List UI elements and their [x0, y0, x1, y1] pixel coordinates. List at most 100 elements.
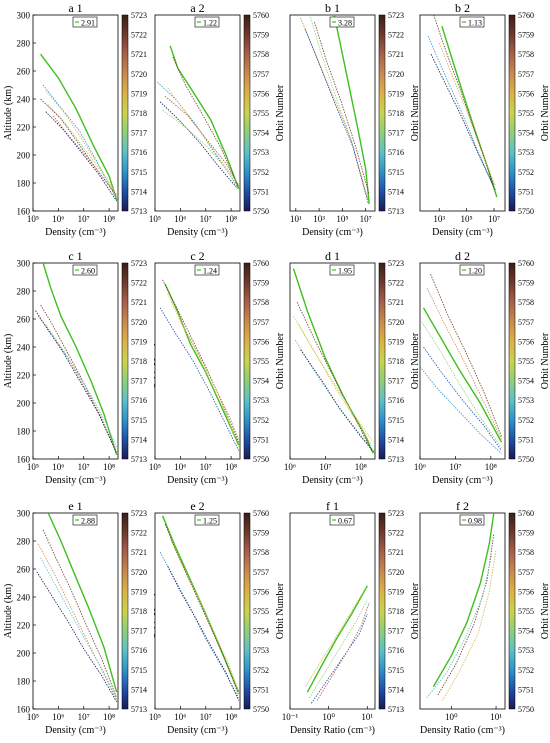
colorbar-tick-label: 5717 — [131, 627, 147, 636]
colorbar-tick-label: 5719 — [388, 337, 404, 346]
colorbar-tick-label: 5758 — [253, 50, 269, 59]
colorbar-tick-label: 5755 — [518, 357, 534, 366]
series-line-orbit — [442, 549, 497, 701]
colorbar-tick-label: 5719 — [131, 89, 147, 98]
colorbar-tick-label: 5721 — [388, 548, 404, 557]
series-line-orbit — [427, 35, 495, 189]
colorbar-tick-label: 5755 — [253, 109, 269, 118]
panel-title: a 2 — [190, 1, 204, 15]
x-axis-label: Density (cm⁻³) — [167, 725, 228, 736]
series-group — [159, 279, 240, 451]
plot-area — [289, 512, 376, 710]
colorbar-tick-label: 5715 — [131, 666, 147, 675]
colorbar-tick-label: 5756 — [253, 337, 269, 346]
badge-value: 0.98 — [468, 517, 482, 526]
series-group — [300, 15, 370, 205]
colorbar-tick-label: 5751 — [253, 435, 269, 444]
colorbar-tick-label: 5716 — [388, 646, 404, 655]
x-tick-label: 10⁶ — [52, 214, 64, 224]
colorbar-tick-label: 5758 — [253, 548, 269, 557]
colorbar — [121, 262, 129, 460]
series-line-orbit — [430, 54, 496, 191]
colorbar-tick-label: 5757 — [518, 568, 534, 577]
y-tick-label: 200 — [17, 399, 31, 409]
colorbar-tick-label: 5720 — [131, 70, 147, 79]
colorbar-tick-label: 5720 — [131, 318, 147, 327]
series-group — [36, 513, 118, 703]
panel-d1: d 1 10⁶ 10⁷ 10⁸ Density (cm⁻³) 1.95 5713 5714 57… — [284, 249, 421, 486]
colorbar-tick-label: 5719 — [388, 89, 404, 98]
panel-e1: e 1 160 180 200 220 240 260 280 300 10⁵ 10⁶ 10⁷ 10⁸ D… — [3, 499, 164, 736]
series-line-orbit — [164, 524, 240, 696]
panel-c1: c 1 160 180 200 220 240 260 280 300 10⁵ 10⁶ 10⁷ 10⁸ D… — [3, 249, 164, 486]
series-line-orbit — [314, 21, 370, 195]
x-tick-label: 10¹ — [290, 214, 302, 224]
plot-area — [154, 14, 241, 212]
colorbar-tick-label: 5722 — [388, 529, 404, 538]
badge-value: 3.28 — [338, 19, 352, 28]
series-line-orbit — [159, 552, 240, 698]
series-line-orbit — [45, 324, 118, 448]
series-line-green — [164, 283, 240, 446]
colorbar — [508, 14, 516, 212]
series-group — [159, 515, 240, 701]
x-tick-label: 10⁸ — [103, 712, 115, 722]
series-line-orbit — [40, 557, 118, 700]
series-line-orbit — [308, 599, 368, 699]
badge-box — [329, 16, 355, 28]
colorbar-tick-label: 5723 — [131, 509, 147, 518]
colorbar-label: Orbit Number — [275, 84, 286, 141]
colorbar-tick-label: 5717 — [131, 377, 147, 386]
colorbar-tick-label: 5753 — [518, 396, 534, 405]
colorbar-tick-label: 5754 — [253, 627, 269, 636]
y-tick-label: 280 — [17, 39, 31, 49]
panel-title: f 2 — [456, 499, 469, 513]
colorbar-label: Orbit Number — [540, 332, 550, 389]
x-tick-label: 10⁷ — [200, 462, 212, 472]
x-tick-label: 10⁶ — [284, 462, 296, 472]
panel-e2: e 2 10⁵ 10⁶ 10⁷ 10⁸ Density (cm⁻³) 1.25 5750 575… — [149, 499, 286, 736]
series-line-orbit — [167, 87, 240, 185]
panel-title: e 2 — [190, 499, 204, 513]
series-line-orbit — [300, 17, 369, 200]
colorbar-tick-label: 5713 — [131, 455, 147, 464]
colorbar-tick-label: 5723 — [388, 509, 404, 518]
series-line-orbit — [37, 543, 118, 701]
series-line-green — [306, 585, 368, 693]
series-line-orbit — [37, 315, 118, 453]
series-line-green — [292, 268, 374, 454]
y-tick-label: 160 — [17, 705, 31, 715]
colorbar-tick-label: 5716 — [388, 148, 404, 157]
colorbar-tick-label: 5753 — [518, 646, 534, 655]
y-tick-label: 200 — [17, 649, 31, 659]
x-tick-label: 10⁸ — [103, 214, 115, 224]
colorbar-tick-label: 5722 — [388, 31, 404, 40]
colorbar-tick-label: 5715 — [131, 168, 147, 177]
x-tick-label: 10⁷ — [200, 712, 212, 722]
colorbar-tick-label: 5757 — [518, 70, 534, 79]
panel-title: b 1 — [325, 1, 340, 15]
x-tick-label: 10⁵ — [27, 462, 39, 472]
y-tick-label: 180 — [17, 677, 31, 687]
colorbar-label: Orbit Number — [275, 332, 286, 389]
x-tick-label: 10¹ — [490, 712, 502, 722]
colorbar-tick-label: 5751 — [518, 187, 534, 196]
x-axis-label: Density Ratio (cm⁻³) — [290, 725, 375, 736]
colorbar-tick-label: 5751 — [518, 435, 534, 444]
colorbar — [378, 262, 386, 460]
colorbar-tick-label: 5714 — [131, 685, 147, 694]
x-tick-label: 10³ — [433, 214, 445, 224]
colorbar-tick-label: 5756 — [253, 587, 269, 596]
badge-value: 1.24 — [203, 267, 217, 276]
colorbar-tick-label: 5753 — [518, 148, 534, 157]
colorbar — [243, 14, 251, 212]
x-tick-label: 10⁷ — [449, 462, 461, 472]
colorbar-label: Orbit Number — [410, 582, 421, 639]
panel-title: d 1 — [325, 249, 340, 263]
colorbar-tick-label: 5757 — [518, 318, 534, 327]
colorbar-tick-label: 5757 — [253, 318, 269, 327]
series-line-orbit — [162, 109, 240, 191]
y-tick-label: 180 — [17, 179, 31, 189]
x-tick-label: 10⁵ — [27, 214, 39, 224]
